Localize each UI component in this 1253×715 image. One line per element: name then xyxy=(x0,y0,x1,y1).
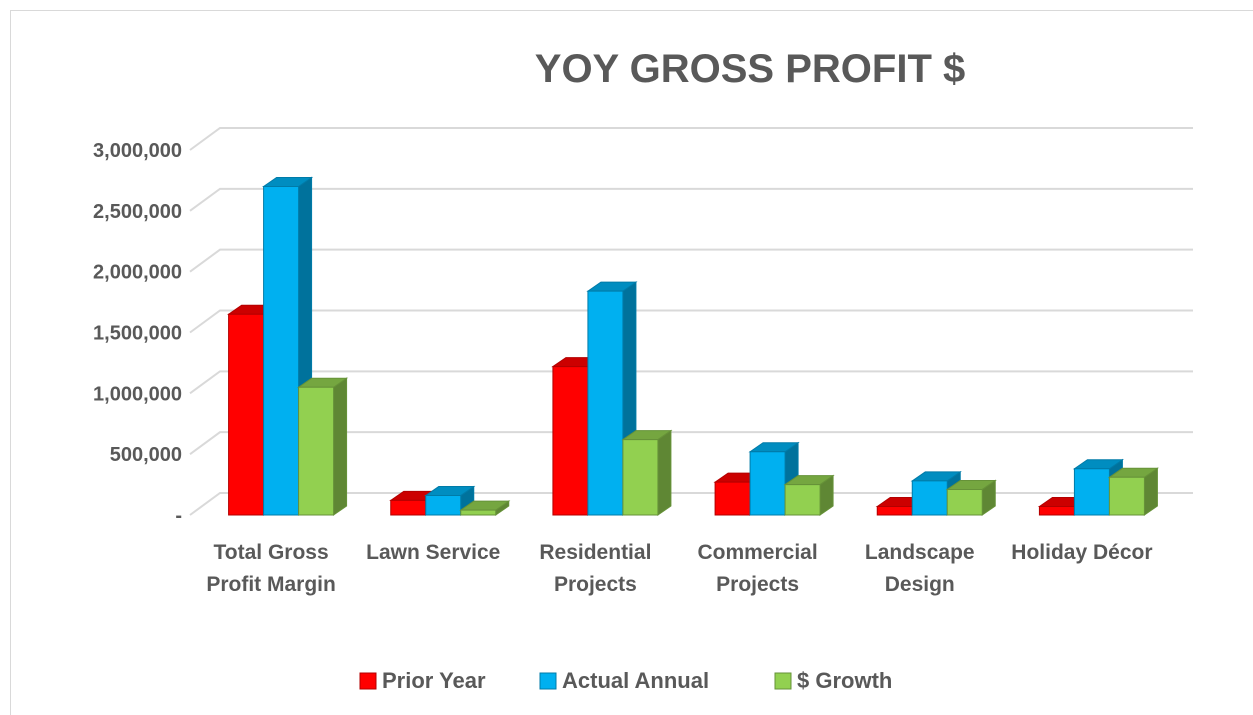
x-tick-label: Holiday Décor xyxy=(1011,541,1153,564)
bar xyxy=(783,474,835,516)
bar xyxy=(296,377,349,516)
bar-face xyxy=(876,505,913,516)
y-tick-label: 2,000,000 xyxy=(93,262,182,284)
y-tick-label: - xyxy=(175,505,182,527)
grid-line xyxy=(189,492,1193,516)
grid-line xyxy=(189,370,1193,395)
bar-face xyxy=(622,439,659,516)
bar-face xyxy=(333,377,348,516)
legend-swatch xyxy=(359,672,377,690)
grid-line xyxy=(189,248,1193,273)
bar-face xyxy=(552,366,589,516)
bar xyxy=(459,500,511,516)
bar-face xyxy=(657,429,672,516)
bar-face xyxy=(784,484,821,516)
grid-line xyxy=(189,127,1193,151)
bar-face xyxy=(1108,476,1145,516)
chart-title: YOY GROSS PROFIT $ xyxy=(535,47,965,91)
legend-label: Prior Year xyxy=(382,668,486,693)
bar-face xyxy=(1038,505,1075,516)
bar-face xyxy=(425,495,462,516)
grid-line xyxy=(189,309,1193,334)
bar-face xyxy=(460,509,497,516)
y-tick-label: 3,000,000 xyxy=(93,140,182,162)
x-tick-label: Total Gross Profit Margin xyxy=(206,541,336,596)
bar-face xyxy=(714,481,751,516)
bar-face xyxy=(390,499,427,516)
bar-face xyxy=(1073,468,1110,516)
x-tick-label: Lawn Service xyxy=(366,541,501,564)
bar xyxy=(621,429,673,516)
x-tick-label: Landscape Design xyxy=(864,541,975,596)
grid-line xyxy=(189,187,1193,212)
x-tick-label: Residential Projects xyxy=(539,541,652,596)
bar xyxy=(945,479,997,516)
y-tick-label: 2,500,000 xyxy=(93,201,182,223)
bar xyxy=(424,485,476,516)
x-tick-label: Commercial Projects xyxy=(697,541,818,596)
bar-face xyxy=(587,290,624,516)
bar-face xyxy=(749,451,786,516)
y-tick-label: 1,000,000 xyxy=(93,383,182,405)
bar-face xyxy=(263,186,300,516)
legend-swatch xyxy=(539,672,557,690)
legend-label: $ Growth xyxy=(797,668,892,693)
grid-line xyxy=(189,431,1193,455)
y-tick-label: 1,500,000 xyxy=(93,323,182,345)
legend-label: Actual Annual xyxy=(562,668,709,693)
legend-swatch xyxy=(774,672,792,690)
y-tick-label: 500,000 xyxy=(110,444,182,466)
chart-border xyxy=(10,10,1253,715)
bar-face xyxy=(298,386,335,516)
bar xyxy=(1107,467,1160,516)
bar-face xyxy=(228,313,265,516)
bar-face xyxy=(911,480,948,516)
bar-face xyxy=(946,488,983,516)
